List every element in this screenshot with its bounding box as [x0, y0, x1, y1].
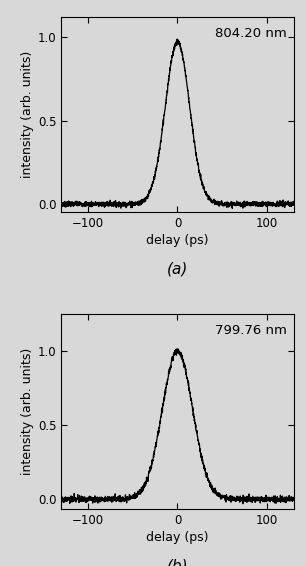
X-axis label: delay (ps): delay (ps) [146, 234, 209, 247]
Text: (b): (b) [167, 558, 188, 566]
Text: 799.76 nm: 799.76 nm [215, 324, 287, 337]
Text: 804.20 nm: 804.20 nm [215, 27, 287, 40]
Text: (a): (a) [167, 261, 188, 276]
X-axis label: delay (ps): delay (ps) [146, 531, 209, 544]
Y-axis label: intensity (arb. units): intensity (arb. units) [21, 348, 34, 475]
Y-axis label: intensity (arb. units): intensity (arb. units) [21, 51, 34, 178]
